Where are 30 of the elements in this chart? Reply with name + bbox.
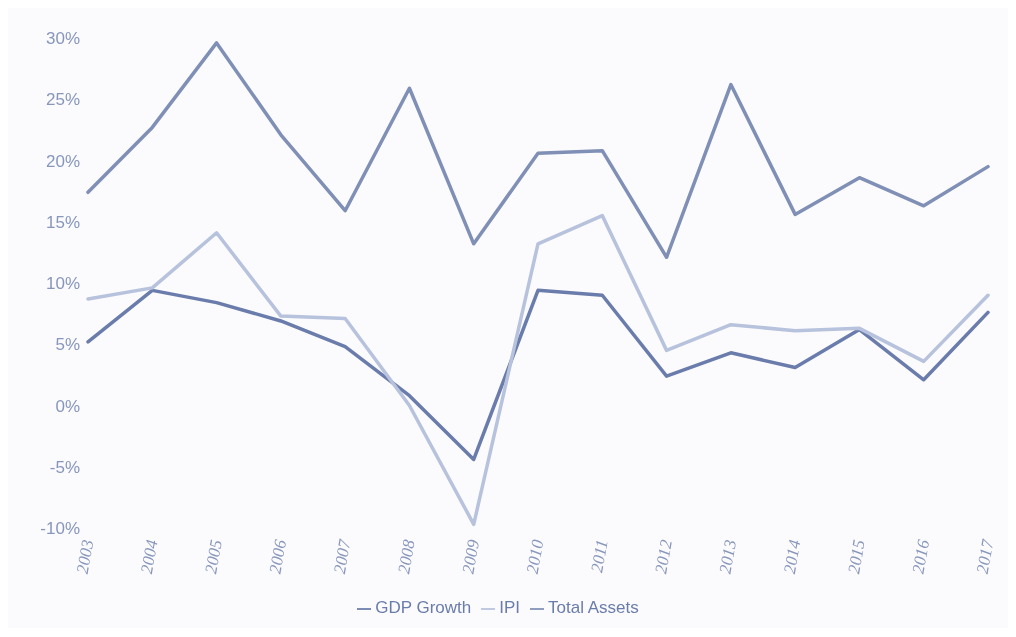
line-series: [86, 41, 990, 260]
x-tick-label: 2009: [458, 537, 484, 576]
y-tick-label: 5%: [55, 335, 80, 355]
x-tick-label: 2016: [908, 537, 934, 576]
x-tick-label: 2013: [715, 538, 741, 576]
x-tick-label: 2010: [522, 537, 548, 576]
x-tick-label: 2008: [394, 537, 419, 576]
x-tick-label: 2017: [972, 536, 998, 576]
x-tick-label: 2004: [137, 537, 162, 576]
x-tick-label: 2011: [587, 538, 612, 574]
x-tick-label: 2015: [844, 538, 869, 576]
line-series: [86, 288, 990, 462]
y-tick-label: 20%: [45, 151, 80, 171]
legend-label: Total Assets: [548, 598, 639, 617]
y-tick-label: -5%: [49, 457, 80, 477]
y-tick-label: 30%: [45, 29, 80, 49]
x-tick-label: 2007: [329, 536, 355, 576]
x-tick-label: 2005: [201, 538, 226, 576]
x-tick-label: 2014: [779, 537, 805, 576]
line-series: [86, 213, 990, 527]
x-tick-label: 2006: [265, 537, 291, 576]
x-tick-label: 2012: [651, 537, 677, 576]
legend-label: IPI: [499, 598, 521, 617]
x-tick-label: 2003: [72, 538, 98, 576]
y-tick-label: 25%: [45, 90, 80, 110]
y-tick-label: 10%: [45, 274, 80, 294]
y-tick-label: 15%: [45, 212, 80, 232]
legend-label: GDP Growth: [375, 598, 472, 617]
y-tick-label: 0%: [55, 396, 80, 416]
y-tick-label: -10%: [40, 519, 80, 539]
